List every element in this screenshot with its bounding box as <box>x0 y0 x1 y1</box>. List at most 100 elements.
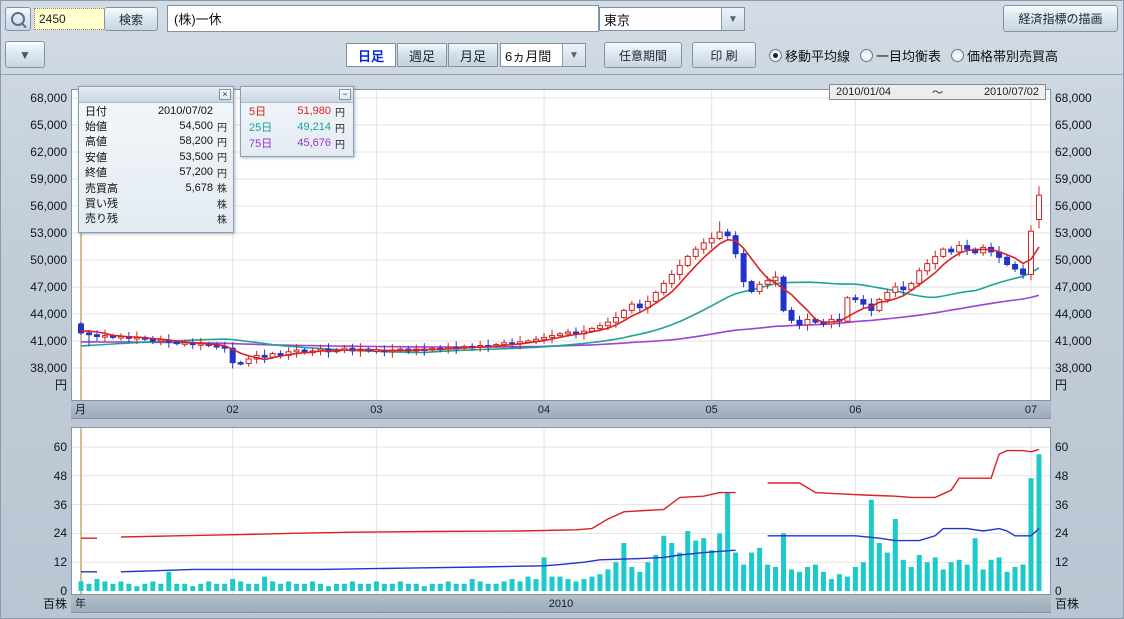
radio-label: 一目均衡表 <box>876 49 942 64</box>
ma-period-label: 25日 <box>249 122 273 134</box>
close-icon[interactable]: × <box>219 89 231 100</box>
volume-tick-label: 0 <box>60 584 67 598</box>
exchange-select[interactable]: 東京 ▼ <box>599 7 745 31</box>
volume-unit-left: 百株 <box>42 597 67 611</box>
quote-unit: 円 <box>217 153 227 165</box>
radio-icon <box>951 49 965 62</box>
main-price-chart[interactable] <box>71 85 1051 401</box>
radio-moving-average[interactable]: 移動平均線 <box>769 46 850 65</box>
quote-label: 売買高 <box>85 182 118 195</box>
month-axis-strip: 月 02 03 04 05 06 07 <box>71 400 1051 419</box>
symbol-search-icon-button[interactable] <box>5 7 31 31</box>
volume-tick-label: 60 <box>1055 440 1069 454</box>
price-tick-label: 44,000 <box>30 307 67 321</box>
month-tick-label: 06 <box>849 404 862 416</box>
price-tick-label: 68,000 <box>1055 91 1092 105</box>
quote-unit: 円 <box>217 137 227 149</box>
chevron-down-icon[interactable]: ▼ <box>562 44 585 66</box>
price-tick-label: 62,000 <box>1055 145 1092 159</box>
quote-row: 高値 58,200 円 <box>79 134 233 149</box>
price-tick-label: 50,000 <box>1055 253 1092 267</box>
quote-label: 安値 <box>85 151 107 164</box>
ma-period-label: 5日 <box>249 106 267 118</box>
custom-period-button[interactable]: 任意期間 <box>604 42 682 68</box>
quote-value: 57,200 <box>179 166 213 179</box>
quote-label: 始値 <box>85 121 107 134</box>
price-unit-right: 円 <box>1055 378 1068 392</box>
tab-monthly[interactable]: 月足 <box>448 43 498 67</box>
price-unit-left: 円 <box>54 378 67 392</box>
stock-name-input[interactable] <box>167 5 599 32</box>
month-tick-label: 05 <box>705 404 718 416</box>
ma-unit: 円 <box>335 139 345 151</box>
quote-row: 売買高 5,678 株 <box>79 180 233 196</box>
radio-icon <box>769 49 782 62</box>
stock-code-input[interactable] <box>34 8 106 30</box>
quote-row: 始値 54,500 円 <box>79 118 233 134</box>
price-tick-label: 59,000 <box>30 172 67 186</box>
volume-tick-label: 36 <box>1055 497 1069 512</box>
date-range-from: 2010/01/04 <box>836 86 892 98</box>
tab-daily[interactable]: 日足 <box>346 43 396 67</box>
ma-legend-row: 5日 51,980 円 <box>241 103 353 119</box>
price-tick-label: 50,000 <box>30 253 67 267</box>
quote-row: 買い残 株 <box>79 195 233 210</box>
price-tick-label: 65,000 <box>1055 118 1092 132</box>
ma-legend-row: 25日 49,214 円 <box>241 119 353 135</box>
quote-unit: 株 <box>217 199 227 211</box>
date-range-tilde: ～ <box>932 87 943 99</box>
economic-indicator-button[interactable]: 経済指標の描画 <box>1003 5 1118 32</box>
date-range-to: 2010/07/02 <box>983 86 1039 98</box>
price-tick-label: 68,000 <box>30 91 67 105</box>
quote-row: 日付 2010/07/02 <box>79 103 233 118</box>
quote-value: 54,500 <box>179 120 213 133</box>
radio-label: 移動平均線 <box>785 49 851 64</box>
ma-period-label: 75日 <box>249 138 273 150</box>
volume-chart[interactable] <box>71 425 1051 597</box>
price-tick-label: 47,000 <box>30 280 67 294</box>
price-tick-label: 41,000 <box>1055 334 1092 348</box>
price-tick-label: 62,000 <box>30 145 67 159</box>
price-tick-label: 41,000 <box>30 334 67 348</box>
toolbar-separator <box>1 74 1124 75</box>
chevron-down-icon: ▼ <box>19 47 31 62</box>
month-tick-label: 03 <box>370 404 383 416</box>
quote-unit: 円 <box>217 168 227 180</box>
radio-icon <box>860 49 874 62</box>
quote-value: 53,500 <box>179 150 213 163</box>
volume-tick-label: 36 <box>53 497 67 512</box>
volume-tick-label: 48 <box>53 468 67 483</box>
ma-unit: 円 <box>335 107 345 119</box>
quote-info-window: × 日付 2010/07/02 始値 54,500 円高値 58,200 円安値… <box>78 86 234 233</box>
ma-window-titlebar: − <box>241 87 353 103</box>
month-tick-label: 07 <box>1024 404 1038 416</box>
quote-value: 5,678 <box>185 181 213 194</box>
price-tick-label: 56,000 <box>1055 199 1092 213</box>
radio-volume-by-price[interactable]: 価格帯別売買高 <box>951 46 1058 65</box>
volume-unit-right: 百株 <box>1055 597 1080 611</box>
radio-label: 価格帯別売買高 <box>967 49 1059 64</box>
minimize-icon[interactable]: − <box>339 89 351 100</box>
quote-label: 日付 <box>85 105 107 118</box>
exchange-value: 東京 <box>604 13 631 28</box>
price-tick-label: 47,000 <box>1055 280 1092 294</box>
quote-label: 買い残 <box>85 198 118 211</box>
radio-ichimoku[interactable]: 一目均衡表 <box>860 46 941 65</box>
price-tick-label: 38,000 <box>1055 361 1092 375</box>
print-button[interactable]: 印 刷 <box>692 42 756 68</box>
month-tick-label: 04 <box>537 404 551 416</box>
volume-tick-label: 12 <box>1055 555 1069 570</box>
tab-weekly[interactable]: 週足 <box>397 43 447 67</box>
price-tick-label: 44,000 <box>1055 307 1092 321</box>
range-value: 6ヵ月間 <box>505 49 552 64</box>
volume-tick-label: 24 <box>1055 526 1069 541</box>
price-tick-label: 56,000 <box>30 199 67 213</box>
search-button[interactable]: 検索 <box>104 7 158 31</box>
symbol-list-dropdown-button[interactable]: ▼ <box>5 41 45 68</box>
year-axis-strip: 年 2010 <box>71 594 1051 613</box>
chevron-down-icon[interactable]: ▼ <box>721 8 744 30</box>
price-tick-label: 38,000 <box>30 361 67 375</box>
volume-tick-label: 48 <box>1055 468 1069 483</box>
quote-unit: 円 <box>217 122 227 134</box>
range-select[interactable]: 6ヵ月間 ▼ <box>500 43 586 67</box>
